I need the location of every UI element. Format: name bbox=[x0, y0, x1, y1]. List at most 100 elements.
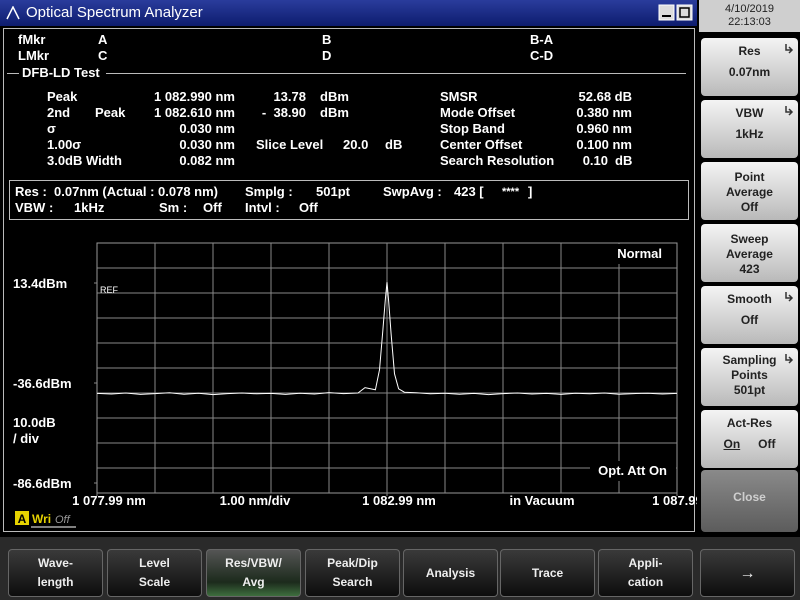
grid bbox=[97, 243, 677, 493]
marker: D bbox=[322, 48, 332, 63]
button-label: Sampling Points bbox=[722, 353, 777, 382]
button-label: VBW bbox=[735, 106, 764, 120]
tab[interactable]: Analysis bbox=[403, 549, 498, 597]
setting: Sm : bbox=[159, 200, 188, 215]
trace-id: A bbox=[18, 512, 27, 526]
result-label: SMSR bbox=[440, 89, 478, 104]
result-label: Stop Band bbox=[440, 121, 505, 136]
scale-label: 10.0dB bbox=[13, 415, 56, 430]
option-on[interactable]: On bbox=[723, 437, 741, 451]
ref-label: REF bbox=[100, 285, 119, 295]
medium-label: in Vacuum bbox=[509, 493, 574, 508]
date-time: 4/10/2019 22:13:03 bbox=[699, 0, 800, 32]
y-tick-label: -86.6dBm bbox=[13, 476, 72, 491]
option-off[interactable]: Off bbox=[758, 437, 776, 451]
result-label: 1.00σ bbox=[47, 137, 82, 152]
app-icon bbox=[6, 6, 20, 20]
setting: Off bbox=[299, 200, 318, 215]
main-panel bbox=[3, 28, 695, 532]
setting: Smplg : bbox=[245, 184, 293, 199]
button-value: 423 bbox=[739, 262, 760, 276]
marker: C bbox=[98, 48, 108, 63]
spectrum-trace bbox=[96, 282, 678, 396]
window-controls[interactable] bbox=[658, 4, 694, 22]
result-unit: dB bbox=[615, 153, 633, 168]
button-value: 1kHz bbox=[735, 127, 764, 141]
result-value: 1 082.990 nm bbox=[154, 89, 235, 104]
result-value: 0.10 bbox=[582, 153, 608, 168]
result-label: 2nd bbox=[47, 105, 71, 120]
setting: Off bbox=[203, 200, 222, 215]
result-unit: dBm bbox=[320, 89, 349, 104]
button-label: Res bbox=[738, 44, 761, 58]
y-tick-label: 13.4dBm bbox=[13, 276, 67, 291]
mode-label: Normal bbox=[617, 246, 662, 261]
vbw-button[interactable]: VBW 1kHz bbox=[701, 100, 798, 158]
button-value: 501pt bbox=[733, 383, 766, 397]
label-bg bbox=[608, 244, 676, 264]
result-value: - 38.90 bbox=[261, 105, 306, 120]
tab[interactable]: Wave- length bbox=[8, 549, 103, 597]
marker: B-A bbox=[530, 32, 554, 47]
button-label: Point Average bbox=[726, 170, 773, 199]
button-label: Smooth bbox=[727, 292, 772, 306]
result-value: 52.68 dB bbox=[578, 89, 632, 104]
write-off: Off bbox=[55, 514, 71, 526]
setting: VBW : bbox=[15, 200, 54, 215]
setting: Intvl : bbox=[245, 200, 280, 215]
button-label: Act-Res bbox=[726, 416, 773, 430]
result-value: 1 082.610 nm bbox=[154, 105, 235, 120]
result-label: Peak bbox=[95, 105, 126, 120]
tab[interactable]: Level Scale bbox=[107, 549, 202, 597]
setting: **** bbox=[502, 186, 520, 198]
options: On Off bbox=[701, 437, 798, 452]
write-state: Wri bbox=[32, 512, 51, 526]
result-label: Mode Offset bbox=[440, 105, 516, 120]
sampling-points-button[interactable]: Sampling Points 501pt bbox=[701, 348, 798, 406]
tab[interactable]: → bbox=[700, 549, 795, 597]
close-button[interactable]: Close bbox=[701, 470, 798, 532]
section-title: DFB-LD Test bbox=[22, 65, 100, 80]
time: 22:13:03 bbox=[728, 16, 771, 28]
result-label: Center Offset bbox=[440, 137, 523, 152]
result-label: σ bbox=[47, 121, 56, 136]
result-label: dB Width bbox=[65, 153, 122, 168]
res-button[interactable]: Res 0.07nm bbox=[701, 38, 798, 96]
button-value: Off bbox=[740, 200, 759, 214]
result-value: 0.380 nm bbox=[576, 105, 632, 120]
result-label: Search Resolution bbox=[440, 153, 555, 168]
tab[interactable]: Trace bbox=[500, 549, 595, 597]
result-label: Slice Level bbox=[256, 137, 324, 152]
button-label: Close bbox=[733, 490, 766, 504]
date: 4/10/2019 bbox=[725, 3, 774, 15]
smooth-button[interactable]: Smooth Off bbox=[701, 286, 798, 344]
result-value: 20.0 bbox=[343, 137, 369, 152]
sweep-average-button[interactable]: Sweep Average 423 bbox=[701, 224, 798, 282]
setting: 423 [ bbox=[454, 184, 484, 199]
marker-label: LMkr bbox=[18, 48, 50, 63]
result-label: Peak bbox=[47, 89, 78, 104]
label-bg bbox=[590, 461, 676, 481]
x-tick-label: 1 082.99 nm bbox=[362, 493, 436, 508]
title-bar: Optical Spectrum Analyzer bbox=[0, 0, 697, 26]
spectrum-plot: Normal REF 10.0dB / div Opt. Att On 1.00… bbox=[13, 242, 697, 528]
result-value: 0.960 nm bbox=[576, 121, 632, 136]
setting: 501pt bbox=[316, 184, 350, 199]
result-label: 3.0 bbox=[47, 153, 66, 168]
tab-selected[interactable]: Res/VBW/ Avg bbox=[206, 549, 301, 597]
point-average-button[interactable]: Point Average Off bbox=[701, 162, 798, 220]
button-label: Sweep Average bbox=[726, 232, 773, 261]
setting: ] bbox=[528, 184, 533, 199]
act-res-button[interactable]: Act-Res On Off bbox=[701, 410, 798, 468]
scale-label: / div bbox=[13, 431, 40, 446]
setting: Res : 0.07nm (Actual : 0.078 nm) bbox=[15, 184, 219, 199]
x-tick-label: 1 077.99 nm bbox=[72, 493, 146, 508]
result-unit: dB bbox=[385, 137, 403, 152]
tab[interactable]: Appli- cation bbox=[598, 549, 693, 597]
tab[interactable]: Peak/Dip Search bbox=[305, 549, 400, 597]
x-div-label: 1.00 nm/div bbox=[220, 493, 292, 508]
settings-box bbox=[9, 180, 689, 220]
setting: SwpAvg : bbox=[383, 184, 442, 199]
